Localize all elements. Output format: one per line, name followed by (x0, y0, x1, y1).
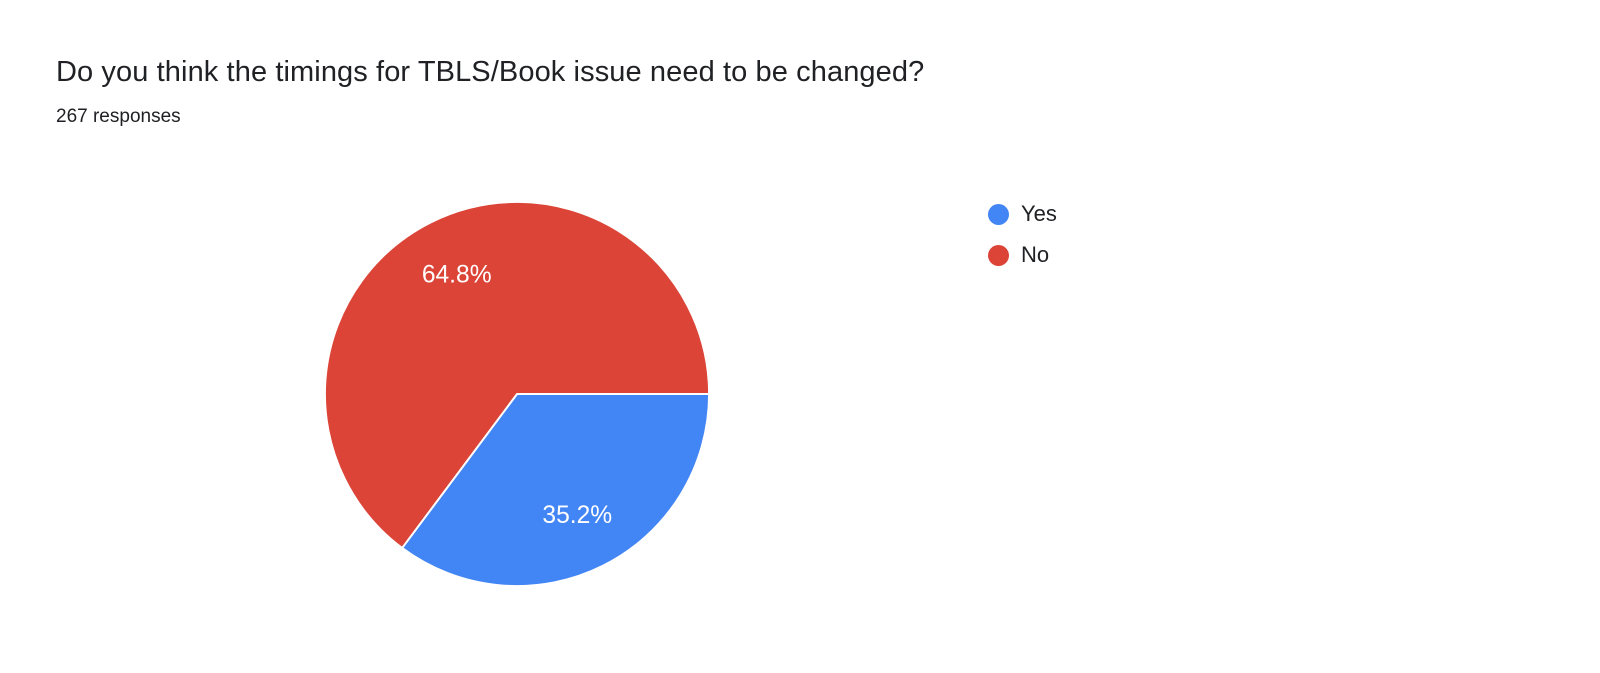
legend-label-no: No (1021, 242, 1050, 267)
pie-slice-label-yes: 35.2% (542, 502, 612, 529)
chart-legend: Yes No (988, 200, 1057, 269)
pie-slice-no (324, 200, 711, 549)
legend-item-no: No (988, 241, 1057, 269)
legend-item-yes: Yes (988, 200, 1057, 228)
legend-swatch-no-icon (988, 244, 1009, 266)
pie-slice-label-no: 64.8% (422, 261, 492, 288)
pie-chart: 35.2% 64.8% (324, 200, 711, 588)
legend-label-yes: Yes (1021, 201, 1057, 226)
legend-swatch-yes-icon (988, 203, 1009, 225)
pie-slice-yes (401, 393, 711, 588)
question-title: Do you think the timings for TBLS/Book i… (56, 56, 925, 88)
response-count: 267 responses (56, 106, 181, 127)
